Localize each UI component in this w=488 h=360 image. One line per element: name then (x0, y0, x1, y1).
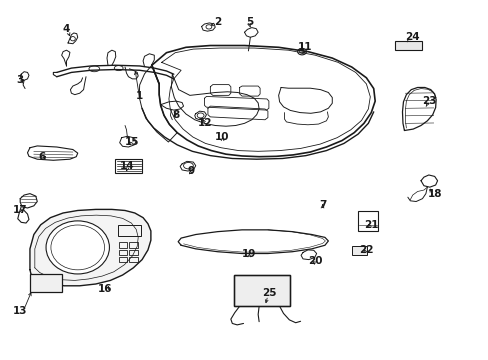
Text: 3: 3 (17, 75, 24, 85)
Bar (129, 257, 138, 262)
Text: 4: 4 (62, 24, 70, 35)
Polygon shape (30, 210, 151, 286)
Bar (119, 249, 127, 255)
Bar (129, 249, 138, 255)
Text: 1: 1 (136, 91, 143, 101)
Text: 19: 19 (242, 248, 256, 258)
Bar (119, 242, 127, 248)
Text: 16: 16 (98, 284, 113, 294)
Text: 14: 14 (120, 161, 135, 171)
Text: 25: 25 (261, 288, 276, 298)
Text: 12: 12 (198, 118, 212, 128)
Text: 21: 21 (363, 220, 378, 230)
Text: 7: 7 (318, 200, 325, 210)
Bar (357, 211, 377, 231)
Text: 8: 8 (172, 111, 180, 121)
Text: 11: 11 (298, 42, 312, 52)
Text: 23: 23 (422, 96, 436, 106)
Bar (129, 242, 138, 248)
Bar (233, 275, 289, 306)
Text: 6: 6 (39, 152, 46, 162)
Text: 15: 15 (125, 138, 139, 147)
Text: 20: 20 (307, 256, 322, 266)
Bar (118, 225, 141, 235)
Bar (119, 257, 127, 262)
Bar (351, 246, 366, 255)
Text: 9: 9 (187, 166, 194, 176)
Text: 17: 17 (13, 206, 27, 216)
Text: 2: 2 (214, 17, 221, 27)
Bar (394, 41, 421, 50)
Text: 13: 13 (13, 306, 27, 316)
Bar (30, 274, 61, 292)
Bar (115, 159, 142, 173)
Text: 18: 18 (427, 189, 441, 199)
Text: 10: 10 (215, 132, 229, 142)
Text: 5: 5 (245, 17, 252, 27)
Ellipse shape (46, 221, 109, 274)
Text: 22: 22 (358, 245, 373, 255)
Text: 24: 24 (405, 32, 419, 41)
Bar (233, 275, 289, 306)
